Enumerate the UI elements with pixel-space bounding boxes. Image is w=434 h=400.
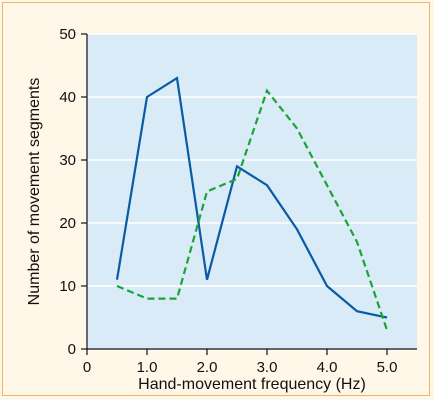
data-series — [115, 76, 389, 331]
y-tick-label-3: 30 — [59, 152, 76, 169]
y-axis-title: Number of movement segments — [26, 78, 43, 306]
y-tick-label-1: 10 — [59, 278, 76, 295]
y-tick-label-2: 20 — [59, 215, 76, 232]
x-tick-label-5: 5.0 — [377, 359, 398, 376]
plot-area — [87, 34, 417, 349]
y-tick-label-0: 0 — [68, 341, 76, 358]
x-tick-label-1: 1.0 — [137, 359, 158, 376]
series-line-0 — [115, 76, 388, 319]
series-line-1 — [116, 88, 389, 331]
tick-labels: 0 10 20 30 40 50 0 1.0 2.0 3.0 4.0 5.0 — [59, 26, 397, 376]
y-tick-label-5: 50 — [59, 26, 76, 43]
x-axis-title: Hand-movement frequency (Hz) — [138, 376, 366, 393]
x-tick-label-3: 3.0 — [257, 359, 278, 376]
gridlines — [87, 33, 417, 287]
x-tick-label-2: 2.0 — [197, 359, 218, 376]
axes — [81, 33, 417, 355]
x-tick-label-0: 0 — [83, 359, 91, 376]
x-tick-label-4: 4.0 — [317, 359, 338, 376]
y-tick-label-4: 40 — [59, 89, 76, 106]
